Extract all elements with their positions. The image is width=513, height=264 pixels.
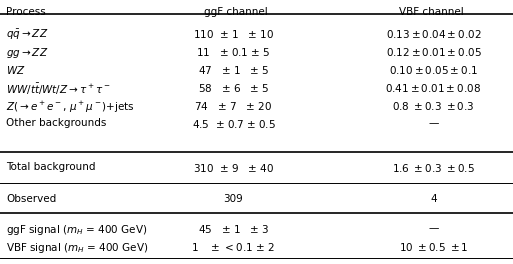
Text: Other backgrounds: Other backgrounds [6,118,107,128]
Text: —: — [428,118,439,128]
Text: 4: 4 [430,194,437,204]
Text: 310  $\pm$ 9   $\pm$ 40: 310 $\pm$ 9 $\pm$ 40 [193,162,274,174]
Text: ggF channel: ggF channel [204,7,268,17]
Text: $WZ$: $WZ$ [6,64,26,76]
Text: $0.41\pm0.01\pm0.08$: $0.41\pm0.01\pm0.08$ [385,82,482,94]
Text: VBF signal ($m_H$ = 400 GeV): VBF signal ($m_H$ = 400 GeV) [6,241,149,255]
Text: $10\ \pm0.5\ \pm1$: $10\ \pm0.5\ \pm1$ [399,241,468,253]
Text: $q\bar{q} \rightarrow ZZ$: $q\bar{q} \rightarrow ZZ$ [6,28,48,42]
Text: $0.12\pm0.01\pm0.05$: $0.12\pm0.01\pm0.05$ [386,46,481,58]
Text: VBF channel: VBF channel [399,7,463,17]
Text: ggF signal ($m_H$ = 400 GeV): ggF signal ($m_H$ = 400 GeV) [6,223,148,237]
Text: 58   $\pm$ 6   $\pm$ 5: 58 $\pm$ 6 $\pm$ 5 [198,82,269,94]
Text: —: — [428,223,439,233]
Text: $1.6\ \pm0.3\ \pm0.5$: $1.6\ \pm0.3\ \pm0.5$ [392,162,475,174]
Text: 1    $\pm$ $<$0.1 $\pm$ 2: 1 $\pm$ $<$0.1 $\pm$ 2 [191,241,275,253]
Text: $WW/t\bar{t}/Wt/Z \rightarrow \tau^+\tau^-$: $WW/t\bar{t}/Wt/Z \rightarrow \tau^+\tau… [6,82,111,97]
Text: $gg \rightarrow ZZ$: $gg \rightarrow ZZ$ [6,46,48,60]
Text: 309: 309 [224,194,243,204]
Text: 47   $\pm$ 1   $\pm$ 5: 47 $\pm$ 1 $\pm$ 5 [198,64,269,76]
Text: Observed: Observed [6,194,56,204]
Text: Process: Process [6,7,46,17]
Text: $0.10\pm0.05\pm0.1$: $0.10\pm0.05\pm0.1$ [389,64,478,76]
Text: $0.8\ \pm0.3\ \pm0.3$: $0.8\ \pm0.3\ \pm0.3$ [392,100,475,112]
Text: 110  $\pm$ 1   $\pm$ 10: 110 $\pm$ 1 $\pm$ 10 [193,28,274,40]
Text: 4.5  $\pm$ 0.7 $\pm$ 0.5: 4.5 $\pm$ 0.7 $\pm$ 0.5 [191,118,275,130]
Text: 11   $\pm$ 0.1 $\pm$ 5: 11 $\pm$ 0.1 $\pm$ 5 [196,46,271,58]
Text: $0.13\pm0.04\pm0.02$: $0.13\pm0.04\pm0.02$ [386,28,481,40]
Text: 74   $\pm$ 7   $\pm$ 20: 74 $\pm$ 7 $\pm$ 20 [194,100,272,112]
Text: Total background: Total background [6,162,95,172]
Text: 45   $\pm$ 1   $\pm$ 3: 45 $\pm$ 1 $\pm$ 3 [198,223,269,235]
Text: $Z(\rightarrow e^+e^-,\,\mu^+\mu^-)$+jets: $Z(\rightarrow e^+e^-,\,\mu^+\mu^-)$+jet… [6,100,135,115]
